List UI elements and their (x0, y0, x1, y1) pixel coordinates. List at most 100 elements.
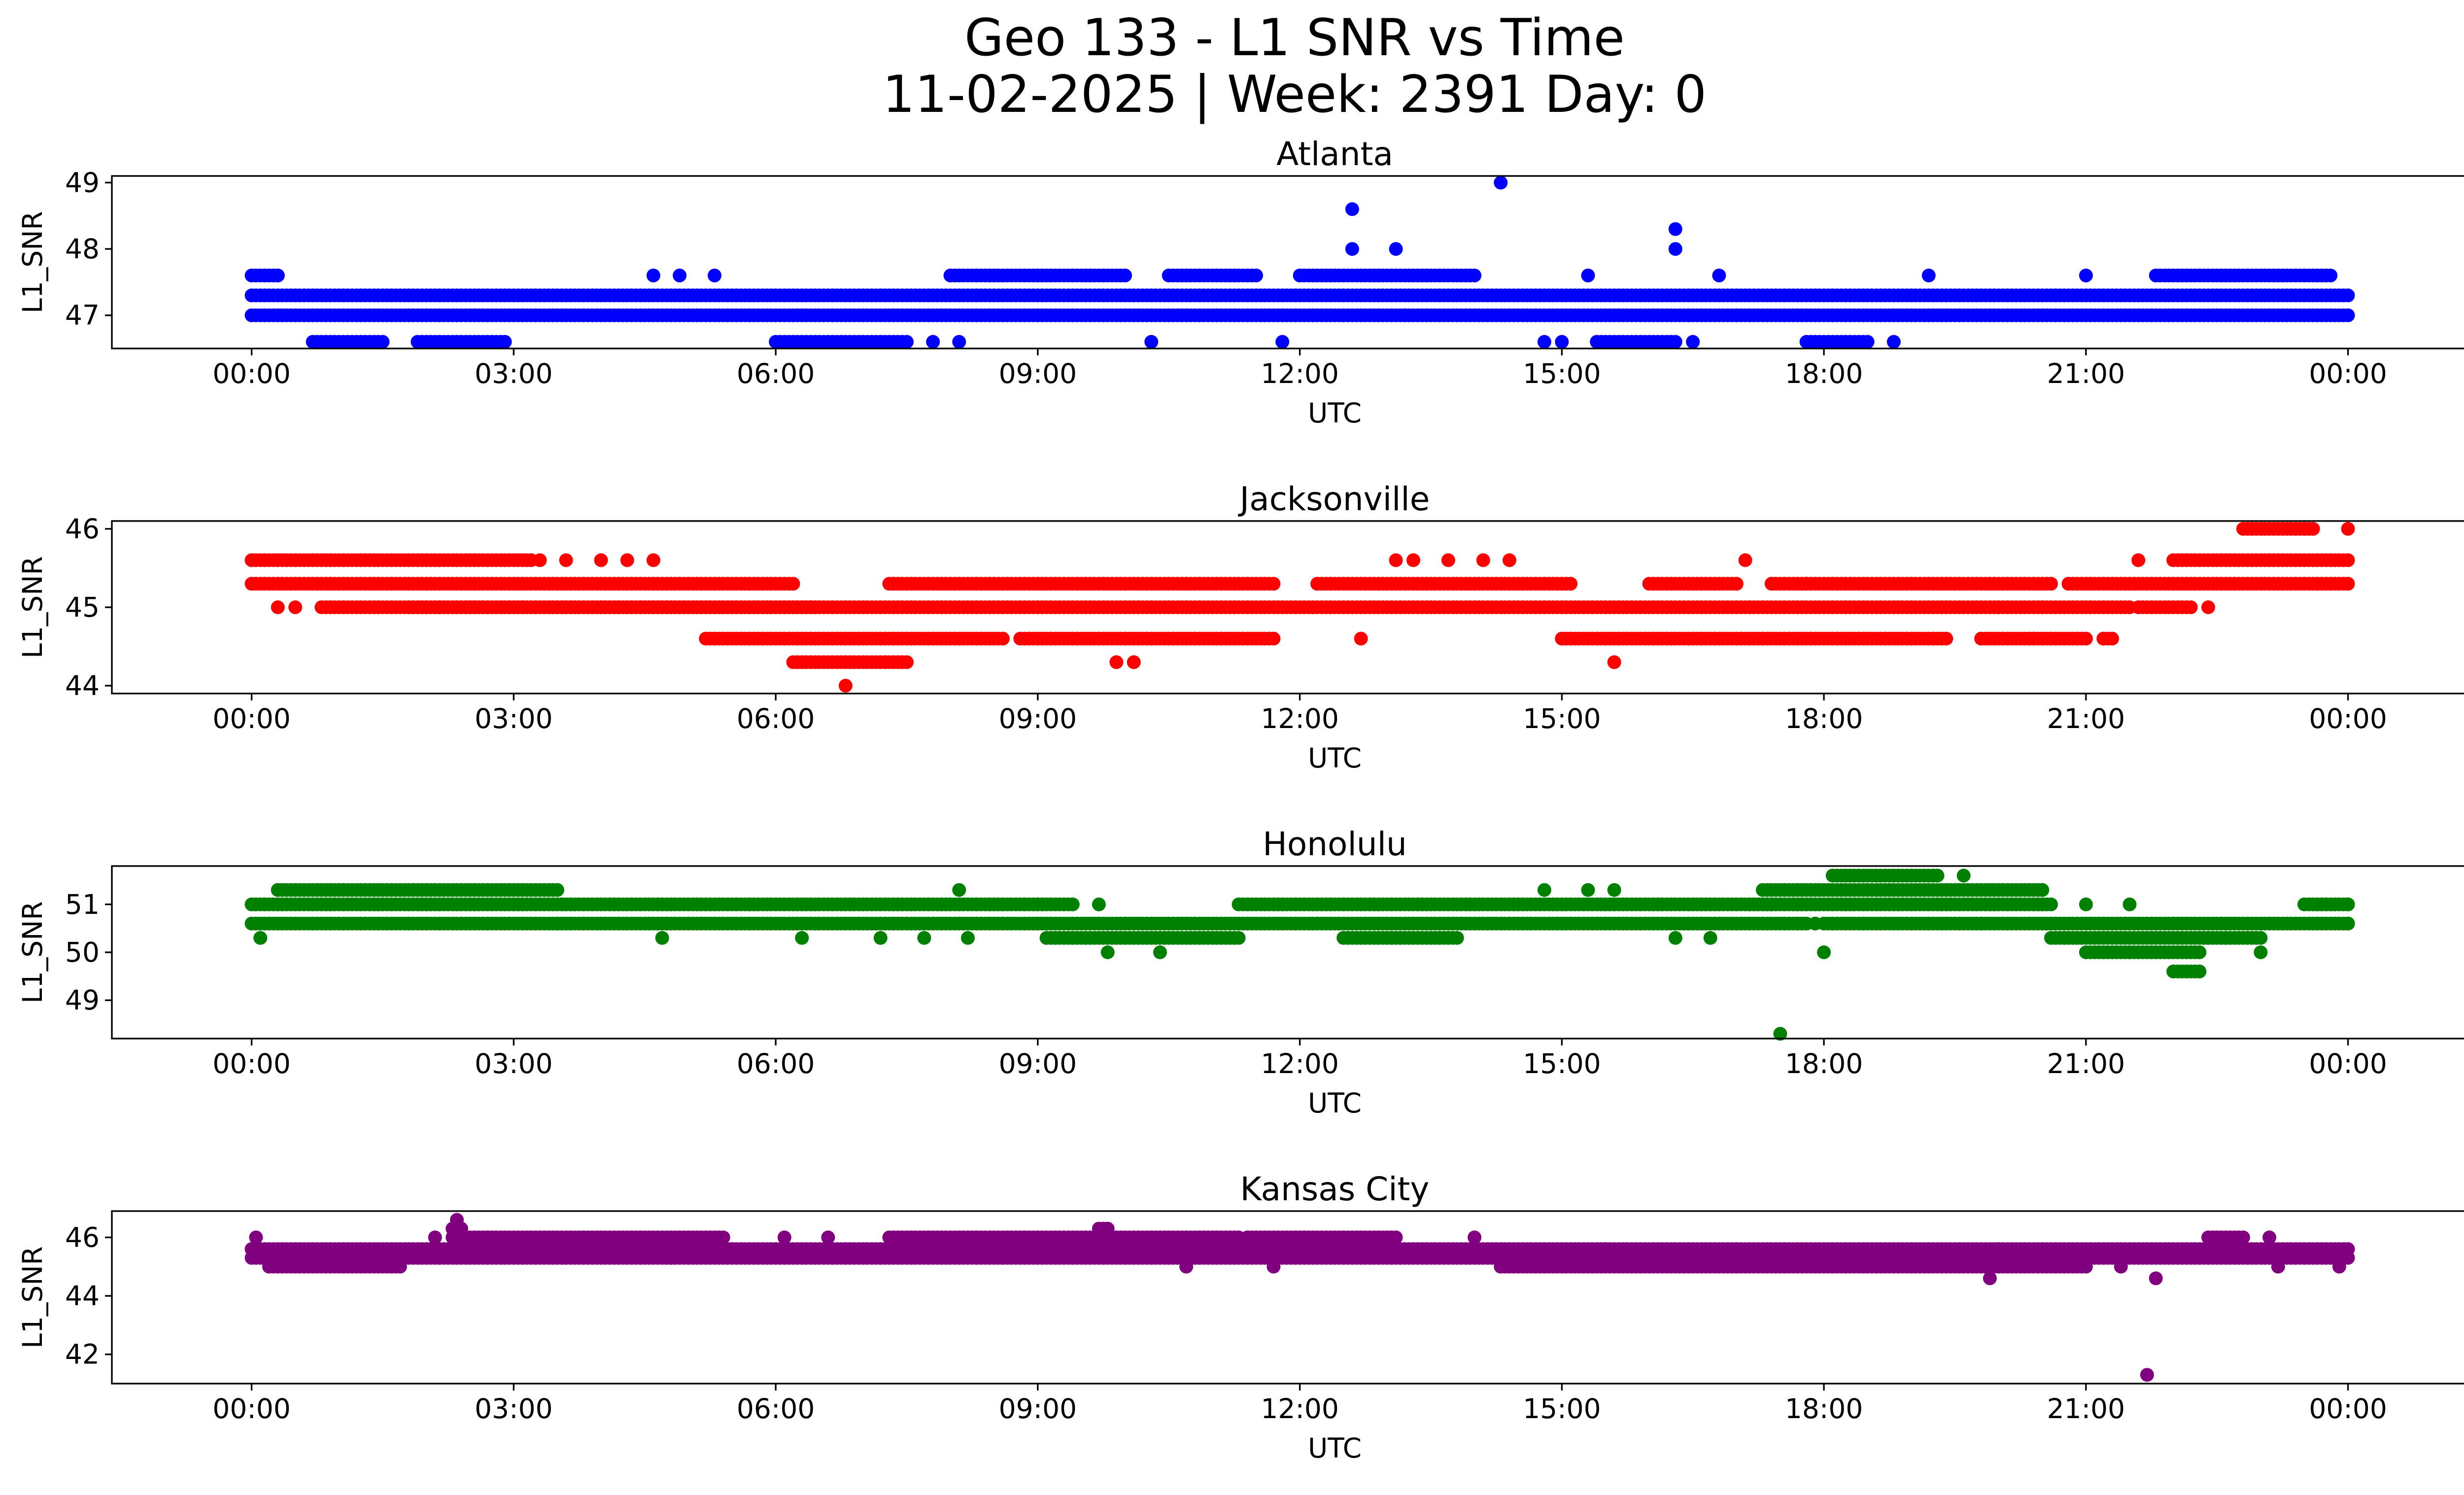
data-point (2341, 916, 2355, 931)
data-point (873, 931, 888, 945)
data-point (786, 577, 800, 591)
data-point (1686, 335, 1700, 349)
data-point (1476, 553, 1490, 567)
data-point (1406, 553, 1420, 567)
data-point (1468, 268, 1482, 282)
data-point (1974, 916, 1988, 931)
data-point (2341, 308, 2355, 322)
data-point (2341, 577, 2355, 591)
data-point (253, 931, 268, 945)
x-tick-label: 00:00 (2309, 703, 2387, 734)
data-point (376, 335, 390, 349)
data-point (2324, 268, 2338, 282)
x-tick-label: 15:00 (1523, 358, 1601, 389)
data-point (2254, 931, 2268, 945)
data-point (1494, 175, 1508, 190)
data-point (271, 600, 285, 614)
data-point (1607, 883, 1621, 897)
data-point (961, 931, 975, 945)
y-tick-label: 47 (65, 300, 100, 331)
data-point (1668, 242, 1682, 256)
x-tick-label: 03:00 (475, 358, 553, 389)
x-tick-label: 21:00 (2047, 703, 2125, 734)
data-point (1808, 916, 1822, 931)
data-point (673, 268, 687, 282)
data-point (1249, 268, 1263, 282)
x-tick-label: 00:00 (212, 703, 291, 734)
data-point (1817, 945, 1831, 959)
data-point (2341, 288, 2355, 303)
data-point (2341, 897, 2355, 911)
x-tick-label: 18:00 (1785, 703, 1863, 734)
data-point (1581, 883, 1595, 897)
x-tick-label: 12:00 (1261, 1048, 1339, 1079)
data-points (244, 522, 2355, 693)
data-point (1668, 222, 1682, 236)
data-point (2341, 1251, 2355, 1265)
x-tick-label: 00:00 (2309, 358, 2387, 389)
x-tick-label: 18:00 (1785, 1048, 1863, 1079)
y-tick-label: 48 (65, 233, 100, 265)
x-tick-label: 03:00 (475, 703, 553, 734)
data-point (559, 553, 573, 567)
y-tick-label: 50 (65, 937, 100, 968)
x-axis-label: UTC (1308, 742, 1362, 774)
data-point (1939, 631, 1953, 646)
x-tick-label: 03:00 (475, 1048, 553, 1079)
x-tick-label: 15:00 (1523, 703, 1601, 734)
data-point (498, 335, 512, 349)
data-point (1773, 1027, 1787, 1041)
data-point (1441, 553, 1455, 567)
data-point (1668, 335, 1682, 349)
data-point (838, 679, 853, 693)
data-point (2306, 522, 2320, 536)
data-point (620, 553, 634, 567)
data-point (1607, 655, 1621, 669)
data-point (2122, 897, 2137, 911)
data-points (244, 175, 2355, 349)
data-point (271, 268, 285, 282)
x-tick-label: 00:00 (2309, 1048, 2387, 1079)
data-point (1564, 577, 1578, 591)
data-point (1389, 242, 1403, 256)
chart-title-line1: Geo 133 - L1 SNR vs Time (964, 8, 1625, 68)
data-point (2035, 883, 2050, 897)
data-point (1956, 869, 1971, 883)
data-point (1703, 931, 1717, 945)
data-point (1450, 931, 1464, 945)
data-point (1921, 268, 1936, 282)
data-point (2192, 964, 2207, 978)
data-point (1118, 268, 1132, 282)
chart-title-line2: 11-02-2025 | Week: 2391 Day: 0 (883, 65, 1707, 124)
data-point (2079, 631, 2093, 646)
data-point (900, 655, 914, 669)
data-point (1668, 931, 1682, 945)
data-points (244, 869, 2355, 1041)
data-point (2079, 268, 2093, 282)
data-point (1581, 268, 1595, 282)
data-point (2184, 600, 2198, 614)
data-point (2192, 945, 2207, 959)
data-point (1555, 335, 1569, 349)
data-point (1345, 202, 1359, 216)
x-tick-label: 09:00 (999, 358, 1077, 389)
data-point (952, 335, 966, 349)
data-point (655, 931, 669, 945)
data-point (533, 553, 547, 567)
y-tick-label: 46 (65, 513, 100, 545)
data-point (1345, 242, 1359, 256)
data-point (2341, 522, 2355, 536)
data-point (1109, 655, 1124, 669)
subplot-title: Atlanta (1276, 135, 1393, 173)
data-point (1712, 268, 1726, 282)
data-point (646, 553, 660, 567)
data-point (2044, 897, 2058, 911)
y-tick-label: 45 (65, 591, 100, 623)
data-point (1354, 631, 1368, 646)
x-tick-label: 00:00 (212, 358, 291, 389)
